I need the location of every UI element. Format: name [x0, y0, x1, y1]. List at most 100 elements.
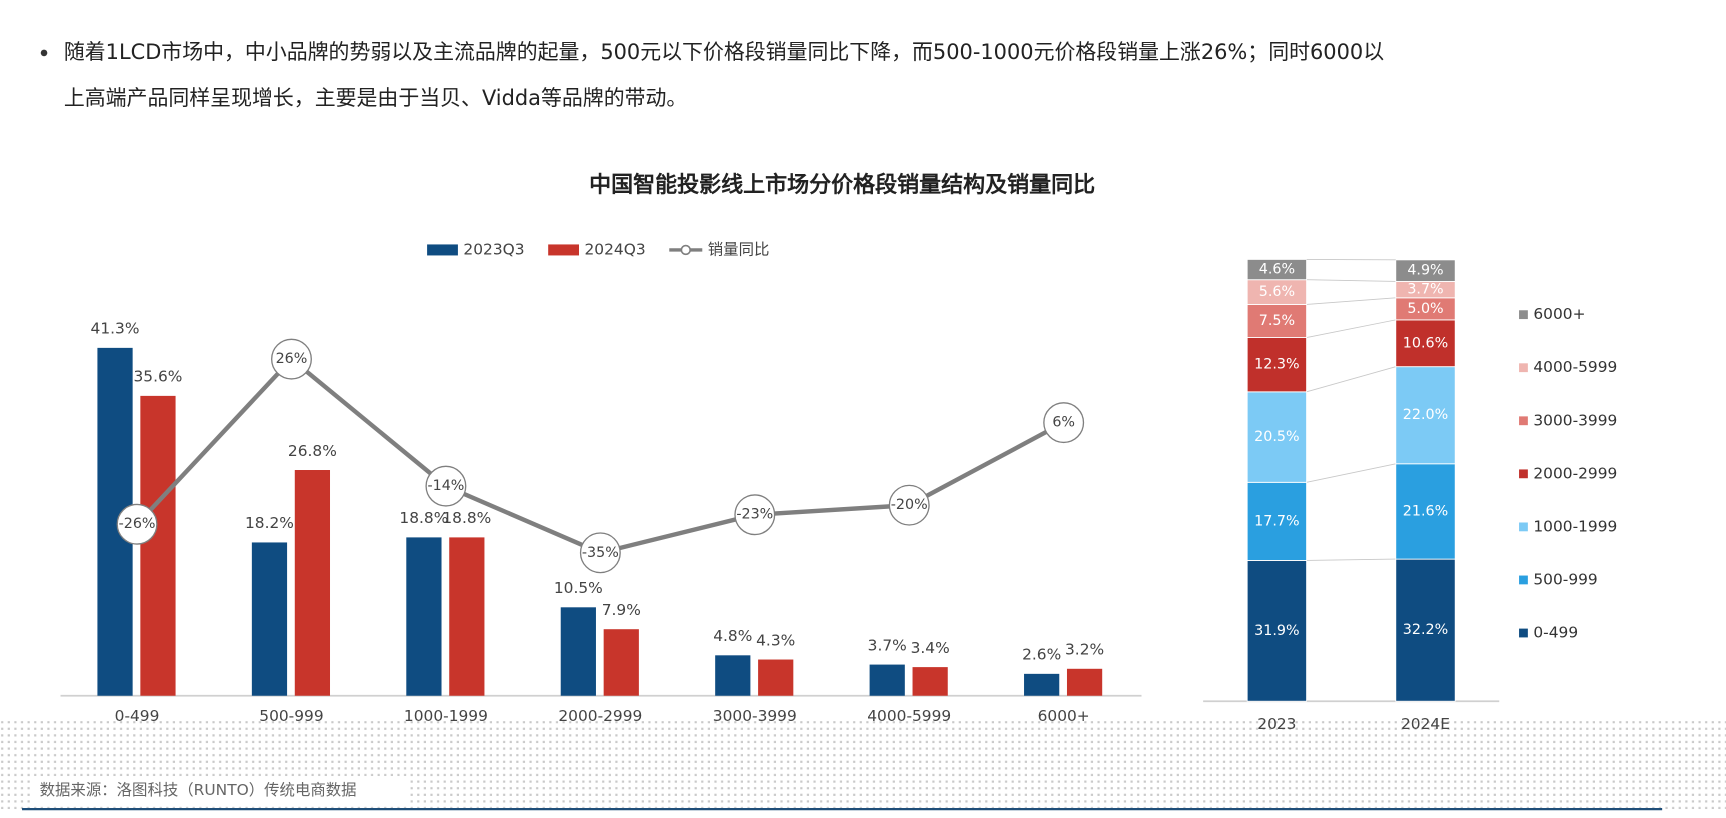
data-label: 26.8% [288, 442, 337, 460]
connector [1306, 463, 1396, 483]
bar [869, 664, 905, 696]
bar [140, 395, 176, 696]
line-marker [1043, 402, 1085, 444]
data-label: 26% [276, 351, 308, 367]
bullet-text: 随着1LCD市场中，中小品牌的势弱以及主流品牌的起量，500元以下价格段销量同比… [64, 40, 1384, 64]
bar [251, 542, 288, 696]
bar-segment [1246, 337, 1308, 393]
bar-segment [1395, 259, 1456, 282]
data-label: 7.5% [1259, 313, 1295, 329]
bar-segment [1246, 303, 1308, 338]
bar-segment [1246, 560, 1308, 702]
data-label: 12.3% [1254, 357, 1299, 373]
bar [715, 655, 751, 696]
bar [449, 537, 485, 696]
source-note: 数据来源：洛图科技（RUNTO）传统电商数据 [40, 781, 357, 799]
x-tick-label: 3000-3999 [713, 707, 797, 725]
x-tick-label: 4000-5999 [867, 707, 951, 725]
data-label: 31.9% [1254, 623, 1299, 639]
connector [1306, 297, 1396, 305]
bar [603, 629, 639, 696]
legend-label: 2023Q3 [463, 240, 524, 258]
bullet-text: 上高端产品同样呈现增长，主要是由于当贝、Vidda等品牌的带动。 [64, 86, 687, 110]
legend-swatch [548, 244, 580, 256]
data-label: 4.9% [1407, 263, 1443, 279]
legend-swatch [1519, 575, 1528, 585]
legend-label: 销量同比 [708, 240, 770, 258]
bar [912, 667, 948, 696]
legend-swatch [1519, 469, 1528, 479]
x-tick-label: 500-999 [259, 707, 323, 725]
x-tick-label: 2000-2999 [558, 707, 642, 725]
legend-label: 3000-3999 [1533, 411, 1617, 429]
x-tick-label: 0-499 [115, 707, 160, 725]
line-marker [579, 532, 621, 574]
data-label: -26% [119, 516, 156, 532]
legend-swatch [1519, 310, 1528, 320]
legend-label: 2000-2999 [1533, 464, 1617, 482]
line-marker [116, 503, 158, 545]
data-label: 7.9% [602, 601, 641, 619]
legend-label: 4000-5999 [1533, 358, 1617, 376]
legend-label: 0-499 [1533, 624, 1578, 642]
data-label: 17.7% [1254, 513, 1299, 529]
bar [758, 659, 794, 696]
data-label: 18.8% [399, 509, 448, 527]
bar [294, 470, 331, 696]
data-label: 3.2% [1065, 641, 1104, 659]
source-backdrop [33, 776, 408, 805]
data-label: 4.8% [713, 627, 752, 645]
connector [1306, 279, 1396, 282]
bar-segment [1246, 391, 1308, 483]
data-label: 4.6% [1259, 262, 1295, 278]
data-label: 3.7% [1407, 282, 1443, 298]
data-label: 18.8% [442, 509, 491, 527]
data-label: 5.6% [1259, 284, 1295, 300]
bar [560, 607, 596, 696]
data-label: 2.6% [1022, 646, 1061, 664]
x-tick-label: 2023 [1257, 715, 1296, 733]
bullet-dot [40, 49, 48, 57]
bar-segment [1395, 366, 1456, 465]
data-label: 6% [1052, 415, 1075, 431]
data-label: 3.4% [911, 639, 950, 657]
data-label: 41.3% [91, 320, 140, 338]
legend-swatch [1519, 363, 1528, 373]
legend-swatch [427, 244, 458, 256]
data-label: 10.6% [1403, 335, 1448, 351]
data-label: -23% [736, 507, 773, 523]
x-tick-label: 2024E [1401, 715, 1450, 733]
legend-swatch [1519, 628, 1528, 638]
line-marker [271, 338, 312, 380]
line-marker [734, 494, 776, 536]
data-label: 32.2% [1403, 622, 1448, 638]
data-label: -20% [891, 497, 928, 513]
data-label: 4.3% [756, 631, 795, 649]
data-label: 5.0% [1407, 301, 1443, 317]
connector [1306, 366, 1396, 393]
data-label: 21.6% [1403, 503, 1448, 519]
data-label: 10.5% [554, 579, 603, 597]
bar [1066, 668, 1103, 696]
data-label: 3.7% [868, 636, 907, 654]
connector [1306, 319, 1396, 338]
bar-segment [1246, 258, 1308, 281]
legend-swatch [1519, 522, 1528, 532]
legend-label: 500-999 [1533, 570, 1597, 588]
chart-title: 中国智能投影线上市场分价格段销量结构及销量同比 [589, 172, 1095, 198]
line-marker [425, 465, 467, 507]
data-label: 20.5% [1254, 429, 1299, 445]
bar [1024, 673, 1060, 696]
bar [406, 537, 442, 696]
data-label: 18.2% [245, 514, 294, 532]
line-marker [888, 484, 930, 526]
legend-label: 6000+ [1533, 305, 1585, 323]
x-tick-label: 1000-1999 [404, 707, 488, 725]
x-tick-label: 6000+ [1038, 707, 1090, 725]
legend-label: 1000-1999 [1533, 517, 1617, 535]
legend-swatch [1519, 416, 1528, 426]
data-label: 22.0% [1403, 407, 1448, 423]
connector [1306, 558, 1396, 561]
